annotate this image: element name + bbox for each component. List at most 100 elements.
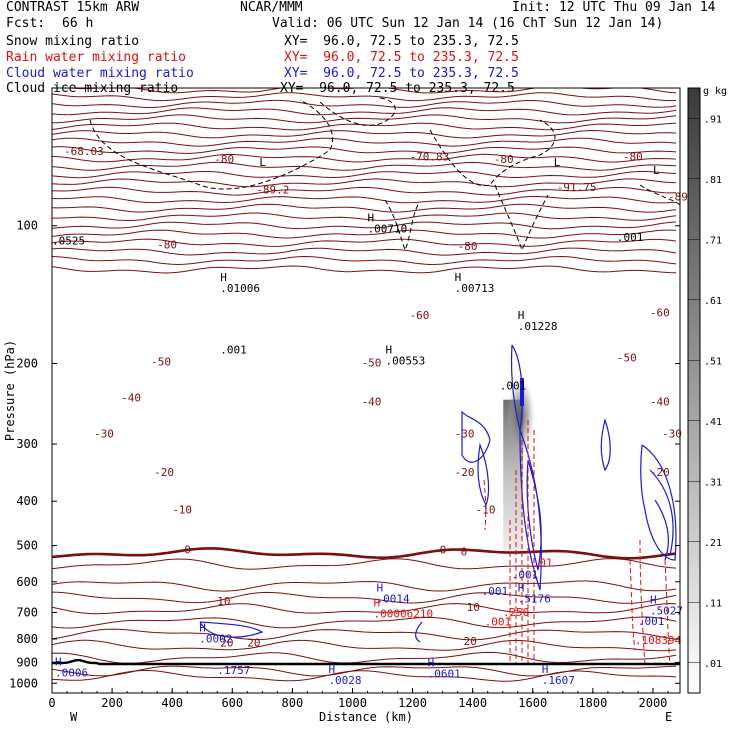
isotherm-label: -89.2 bbox=[256, 183, 289, 196]
isotherm-line bbox=[52, 580, 677, 592]
isotherm-label: -80 bbox=[157, 238, 177, 251]
contour-value-label: .001 bbox=[220, 343, 247, 356]
rain-water-contour bbox=[664, 559, 671, 666]
isotherm-line bbox=[52, 670, 677, 682]
contour-value-label: .01 bbox=[533, 556, 553, 569]
colorbar-level-label: .71 bbox=[704, 235, 722, 246]
contour-value-label: .001 bbox=[485, 616, 512, 629]
isotherm-line bbox=[52, 171, 677, 179]
isotherm-line bbox=[52, 665, 677, 677]
y-tick-label: 100 bbox=[16, 219, 38, 233]
field-cloudwater-xy: XY= 96.0, 72.5 to 235.3, 72.5 bbox=[284, 66, 519, 81]
x-tick-label: 200 bbox=[101, 696, 123, 710]
isotherm-label: 10 bbox=[217, 595, 230, 608]
isotherm-line bbox=[52, 616, 677, 629]
y-tick-label: 800 bbox=[16, 632, 38, 646]
contour-value-label: .250 bbox=[503, 606, 530, 619]
isotherm-line bbox=[52, 146, 677, 154]
cloud-water-contour bbox=[654, 499, 670, 561]
east-label: E bbox=[665, 710, 672, 724]
high-marker: H bbox=[650, 594, 657, 607]
isotherm-line bbox=[52, 203, 677, 213]
field-rain-xy: XY= 96.0, 72.5 to 235.3, 72.5 bbox=[284, 50, 519, 65]
cloud-water-contour bbox=[199, 621, 264, 638]
colorbar-level-label: .41 bbox=[704, 417, 722, 428]
isotherm-label: -30 bbox=[455, 427, 475, 440]
cloud-water-contour bbox=[477, 442, 490, 507]
isotherm-line bbox=[52, 639, 677, 652]
isotherm-line bbox=[52, 603, 677, 615]
isotherm-line bbox=[52, 255, 677, 266]
cloud-ice-contour bbox=[429, 119, 556, 187]
y-tick-label: 600 bbox=[16, 575, 38, 589]
low-marker: L bbox=[554, 156, 561, 169]
colorbar-level-label: .31 bbox=[704, 477, 722, 488]
contour-value-label: .1757 bbox=[217, 664, 250, 677]
isotherm-line bbox=[52, 178, 677, 188]
isotherm-label: -91.75 bbox=[557, 181, 597, 194]
organization: NCAR/MMM bbox=[240, 0, 303, 15]
x-tick-label: 1200 bbox=[398, 696, 427, 710]
high-marker: H bbox=[518, 309, 525, 322]
cloud-water-contour bbox=[461, 410, 491, 463]
isotherm-line bbox=[52, 558, 677, 570]
contour-value-label: .0525 bbox=[52, 235, 85, 248]
isotherm-line bbox=[52, 67, 676, 74]
colorbar-level-label: .21 bbox=[704, 538, 722, 549]
high-marker: H bbox=[542, 663, 549, 676]
isotherm-label: 20 bbox=[220, 636, 233, 649]
isotherm-label: -30 bbox=[94, 427, 114, 440]
isotherm-line bbox=[52, 107, 677, 116]
isotherm-label: 0 bbox=[440, 543, 447, 556]
cloud-ice-contour bbox=[319, 97, 396, 126]
y-tick-label: 500 bbox=[16, 539, 38, 553]
x-tick-label: 1800 bbox=[578, 696, 607, 710]
high-marker: H bbox=[377, 581, 384, 594]
x-tick-label: 0 bbox=[48, 696, 55, 710]
isotherm-label: -40 bbox=[361, 395, 381, 408]
low-marker: L bbox=[653, 164, 660, 177]
forecast-hour: 66 h bbox=[62, 16, 94, 31]
isotherm-label: -20 bbox=[650, 466, 670, 479]
high-marker-value: .0014 bbox=[377, 592, 410, 605]
isotherm-label: 20 bbox=[464, 635, 477, 648]
freezing-level-line bbox=[52, 547, 677, 560]
high-marker-value: .00006210 bbox=[374, 608, 434, 621]
isotherm-line bbox=[52, 651, 677, 664]
x-tick-label: 800 bbox=[282, 696, 304, 710]
forecast-label: Fcst: bbox=[6, 16, 46, 31]
y-tick-label: 400 bbox=[16, 494, 38, 508]
cloud-water-contour bbox=[649, 469, 674, 556]
isotherm-line bbox=[52, 137, 677, 147]
cloud-water-contour bbox=[640, 444, 677, 561]
high-marker: H bbox=[368, 212, 375, 225]
high-marker-value: .0006 bbox=[55, 667, 88, 680]
contour-value-label: .001 bbox=[500, 380, 526, 393]
high-marker-value: .5176 bbox=[518, 592, 551, 605]
ground-surface-line bbox=[52, 659, 680, 666]
y-tick-label: 1000 bbox=[9, 676, 38, 690]
high-marker: H bbox=[428, 657, 435, 670]
high-marker-value: .00710 bbox=[368, 223, 408, 236]
isotherm-label: -30 bbox=[662, 427, 682, 440]
low-marker: L bbox=[259, 156, 266, 169]
rain-water-contour bbox=[629, 559, 636, 651]
isotherm-line bbox=[52, 72, 676, 80]
contour-value-label: .001 bbox=[638, 615, 665, 628]
high-marker-value: .01006 bbox=[220, 282, 260, 295]
y-tick-label: 200 bbox=[16, 356, 38, 370]
isotherm-label: -60 bbox=[410, 309, 430, 322]
isotherm-line bbox=[52, 221, 677, 230]
field-snow-name: Snow mixing ratio bbox=[6, 34, 140, 49]
isotherm-label: 20 bbox=[247, 636, 260, 649]
high-marker: H bbox=[386, 343, 393, 356]
isotherm-line bbox=[52, 265, 677, 274]
colorbar-level-label: .51 bbox=[704, 356, 722, 367]
cloud-water-contour bbox=[519, 429, 542, 591]
isotherm-label: -60 bbox=[650, 307, 670, 320]
x-tick-label: 1400 bbox=[458, 696, 487, 710]
high-marker-value: .00553 bbox=[386, 354, 426, 367]
x-tick-label: 1000 bbox=[338, 696, 367, 710]
high-marker: H bbox=[199, 621, 206, 634]
colorbar-unit-label: g kg bbox=[703, 86, 727, 97]
